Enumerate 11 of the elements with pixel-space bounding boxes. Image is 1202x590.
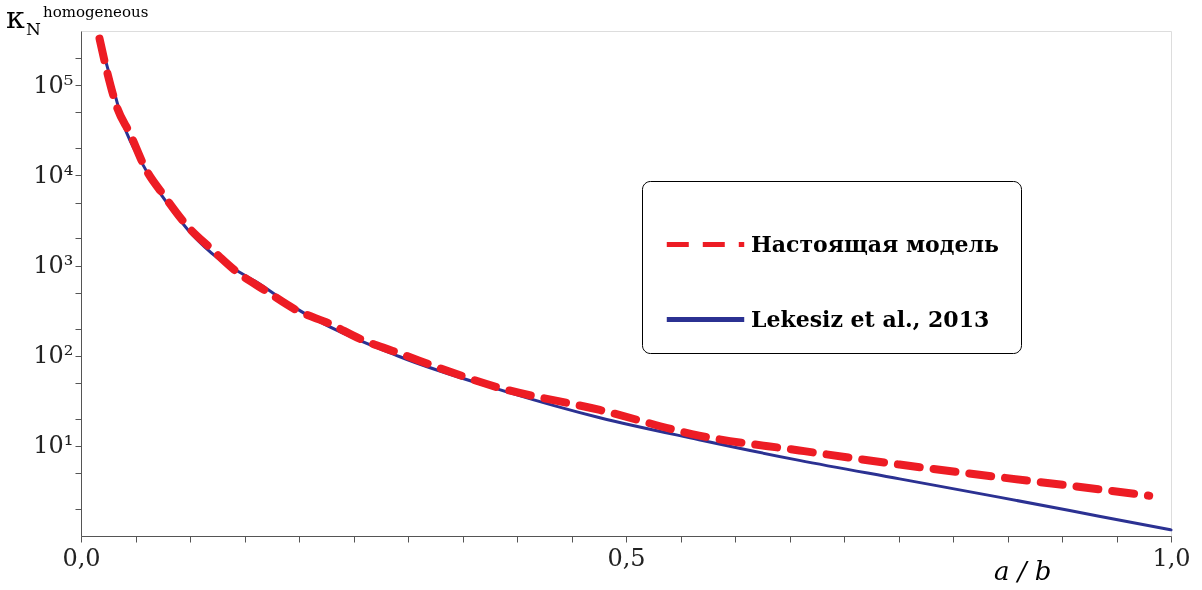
x-tick-label: 0,5 xyxy=(607,543,646,572)
legend-label: Lekesiz et al., 2013 xyxy=(751,305,990,332)
x-tick-label: 0,0 xyxy=(62,543,101,572)
x-tick-label: 1,0 xyxy=(1152,543,1191,572)
y-tick-label: 10⁵ xyxy=(33,70,74,99)
y-tick-label: 10² xyxy=(33,341,74,370)
y-tick-label: 10³ xyxy=(33,251,74,280)
y-tick-label: 10⁴ xyxy=(33,160,74,189)
x-axis-title: a / b xyxy=(994,555,1052,586)
legend-label: Настоящая модель xyxy=(751,230,999,257)
y-tick-label: 10¹ xyxy=(33,431,74,460)
